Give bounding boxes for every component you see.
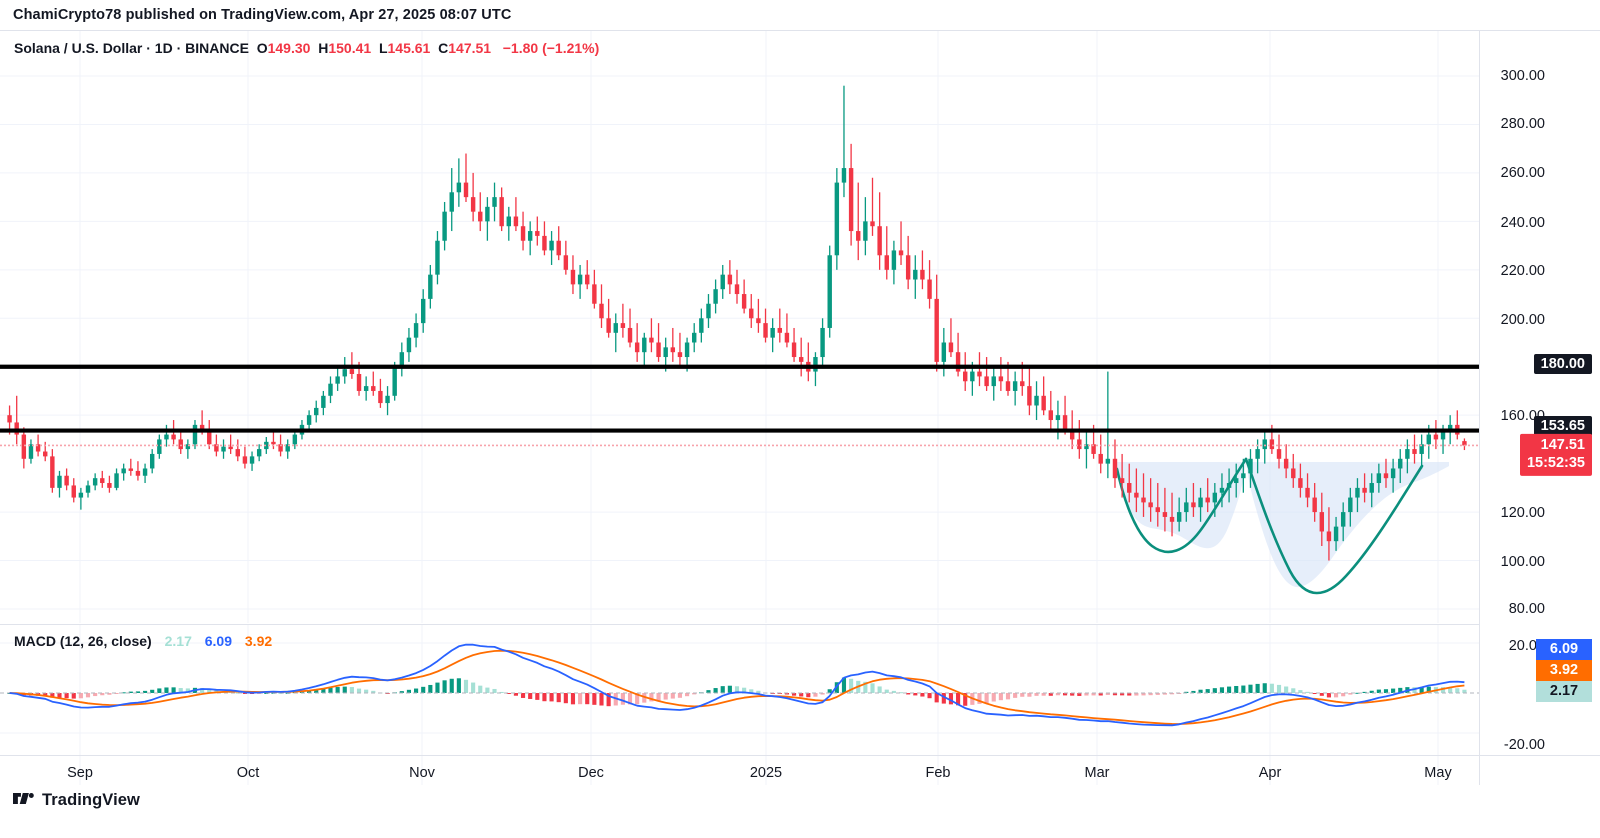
time-tick-feb: Feb: [925, 765, 951, 781]
tradingview-footer[interactable]: TradingView: [13, 791, 140, 810]
legend-high-key: H: [318, 40, 329, 56]
price-tick-260: 260.00: [1500, 165, 1545, 181]
macd-line-value: 6.09: [204, 633, 232, 649]
time-tick-oct: Oct: [236, 765, 260, 781]
price-tick-80: 80.00: [1508, 601, 1545, 617]
tradingview-wordmark: TradingView: [42, 791, 140, 809]
legend-close-value: 147.51: [448, 40, 492, 56]
price-tick-280: 280.00: [1500, 116, 1545, 132]
price-tick-220: 220.00: [1500, 263, 1545, 279]
legend-open-value: 149.30: [267, 40, 311, 56]
resistance-153-badge[interactable]: 153.65: [1533, 416, 1592, 436]
candlestick-canvas[interactable]: [0, 31, 1479, 623]
macd-signal-value: 3.92: [244, 633, 273, 649]
legend-high-value: 150.41: [328, 40, 372, 56]
macd-tick-minus20: -20.00: [1503, 737, 1545, 753]
time-tick-nov: Nov: [409, 765, 435, 781]
legend-symbol: Solana / U.S. Dollar · 1D · BINANCE: [14, 40, 249, 56]
time-tick-2025: 2025: [749, 765, 783, 781]
macd-line-badge[interactable]: 6.09: [1536, 639, 1592, 660]
macd-histogram-value: 2.17: [164, 633, 192, 649]
tradingview-logo-icon: [13, 792, 35, 809]
macd-legend: MACD (12, 26, close) 2.17 6.09 3.92: [14, 633, 272, 649]
legend-open-key: O: [256, 40, 268, 56]
time-tick-mar: Mar: [1084, 765, 1110, 781]
price-tick-300: 300.00: [1500, 68, 1545, 84]
legend-low-value: 145.61: [387, 40, 431, 56]
macd-title: MACD (12, 26, close): [14, 633, 152, 649]
histogram-badge[interactable]: 2.17: [1536, 681, 1592, 702]
symbol-legend: Solana / U.S. Dollar · 1D · BINANCE O149…: [14, 40, 599, 56]
legend-low-key: L: [378, 40, 388, 56]
time-tick-may: May: [1424, 765, 1452, 781]
bar-countdown: 15:52:35: [1526, 454, 1585, 471]
resistance-180-badge[interactable]: 180.00: [1533, 354, 1592, 374]
time-tick-sep: Sep: [67, 765, 93, 781]
price-tick-200: 200.00: [1500, 312, 1545, 328]
price-pane[interactable]: Solana / U.S. Dollar · 1D · BINANCE O149…: [0, 31, 1479, 623]
publisher-byline: ChamiCrypto78 published on TradingView.c…: [13, 7, 512, 23]
price-tick-120: 120.00: [1500, 505, 1545, 521]
macd-value-badges[interactable]: 6.09 3.92 2.17: [1536, 639, 1592, 702]
time-axis[interactable]: Sep Oct Nov Dec 2025 Feb Mar Apr May: [0, 755, 1600, 791]
time-tick-dec: Dec: [578, 765, 604, 781]
legend-change: −1.80 (−1.21%): [502, 40, 600, 56]
price-axis[interactable]: 300.00 280.00 260.00 240.00 220.00 200.0…: [1479, 31, 1600, 785]
price-tick-240: 240.00: [1500, 215, 1545, 231]
price-tick-20-hidden: 20.00: [1508, 638, 1545, 654]
signal-line-badge[interactable]: 3.92: [1536, 660, 1592, 681]
time-tick-apr: Apr: [1258, 765, 1282, 781]
macd-pane[interactable]: MACD (12, 26, close) 2.17 6.09 3.92: [0, 624, 1479, 785]
chart-frame: Solana / U.S. Dollar · 1D · BINANCE O149…: [0, 30, 1600, 790]
price-tick-100: 100.00: [1500, 554, 1545, 570]
macd-canvas[interactable]: [0, 625, 1479, 785]
legend-close-key: C: [438, 40, 449, 56]
last-price-badge[interactable]: 147.51 15:52:35: [1519, 433, 1592, 477]
last-price-value: 147.51: [1540, 436, 1585, 453]
